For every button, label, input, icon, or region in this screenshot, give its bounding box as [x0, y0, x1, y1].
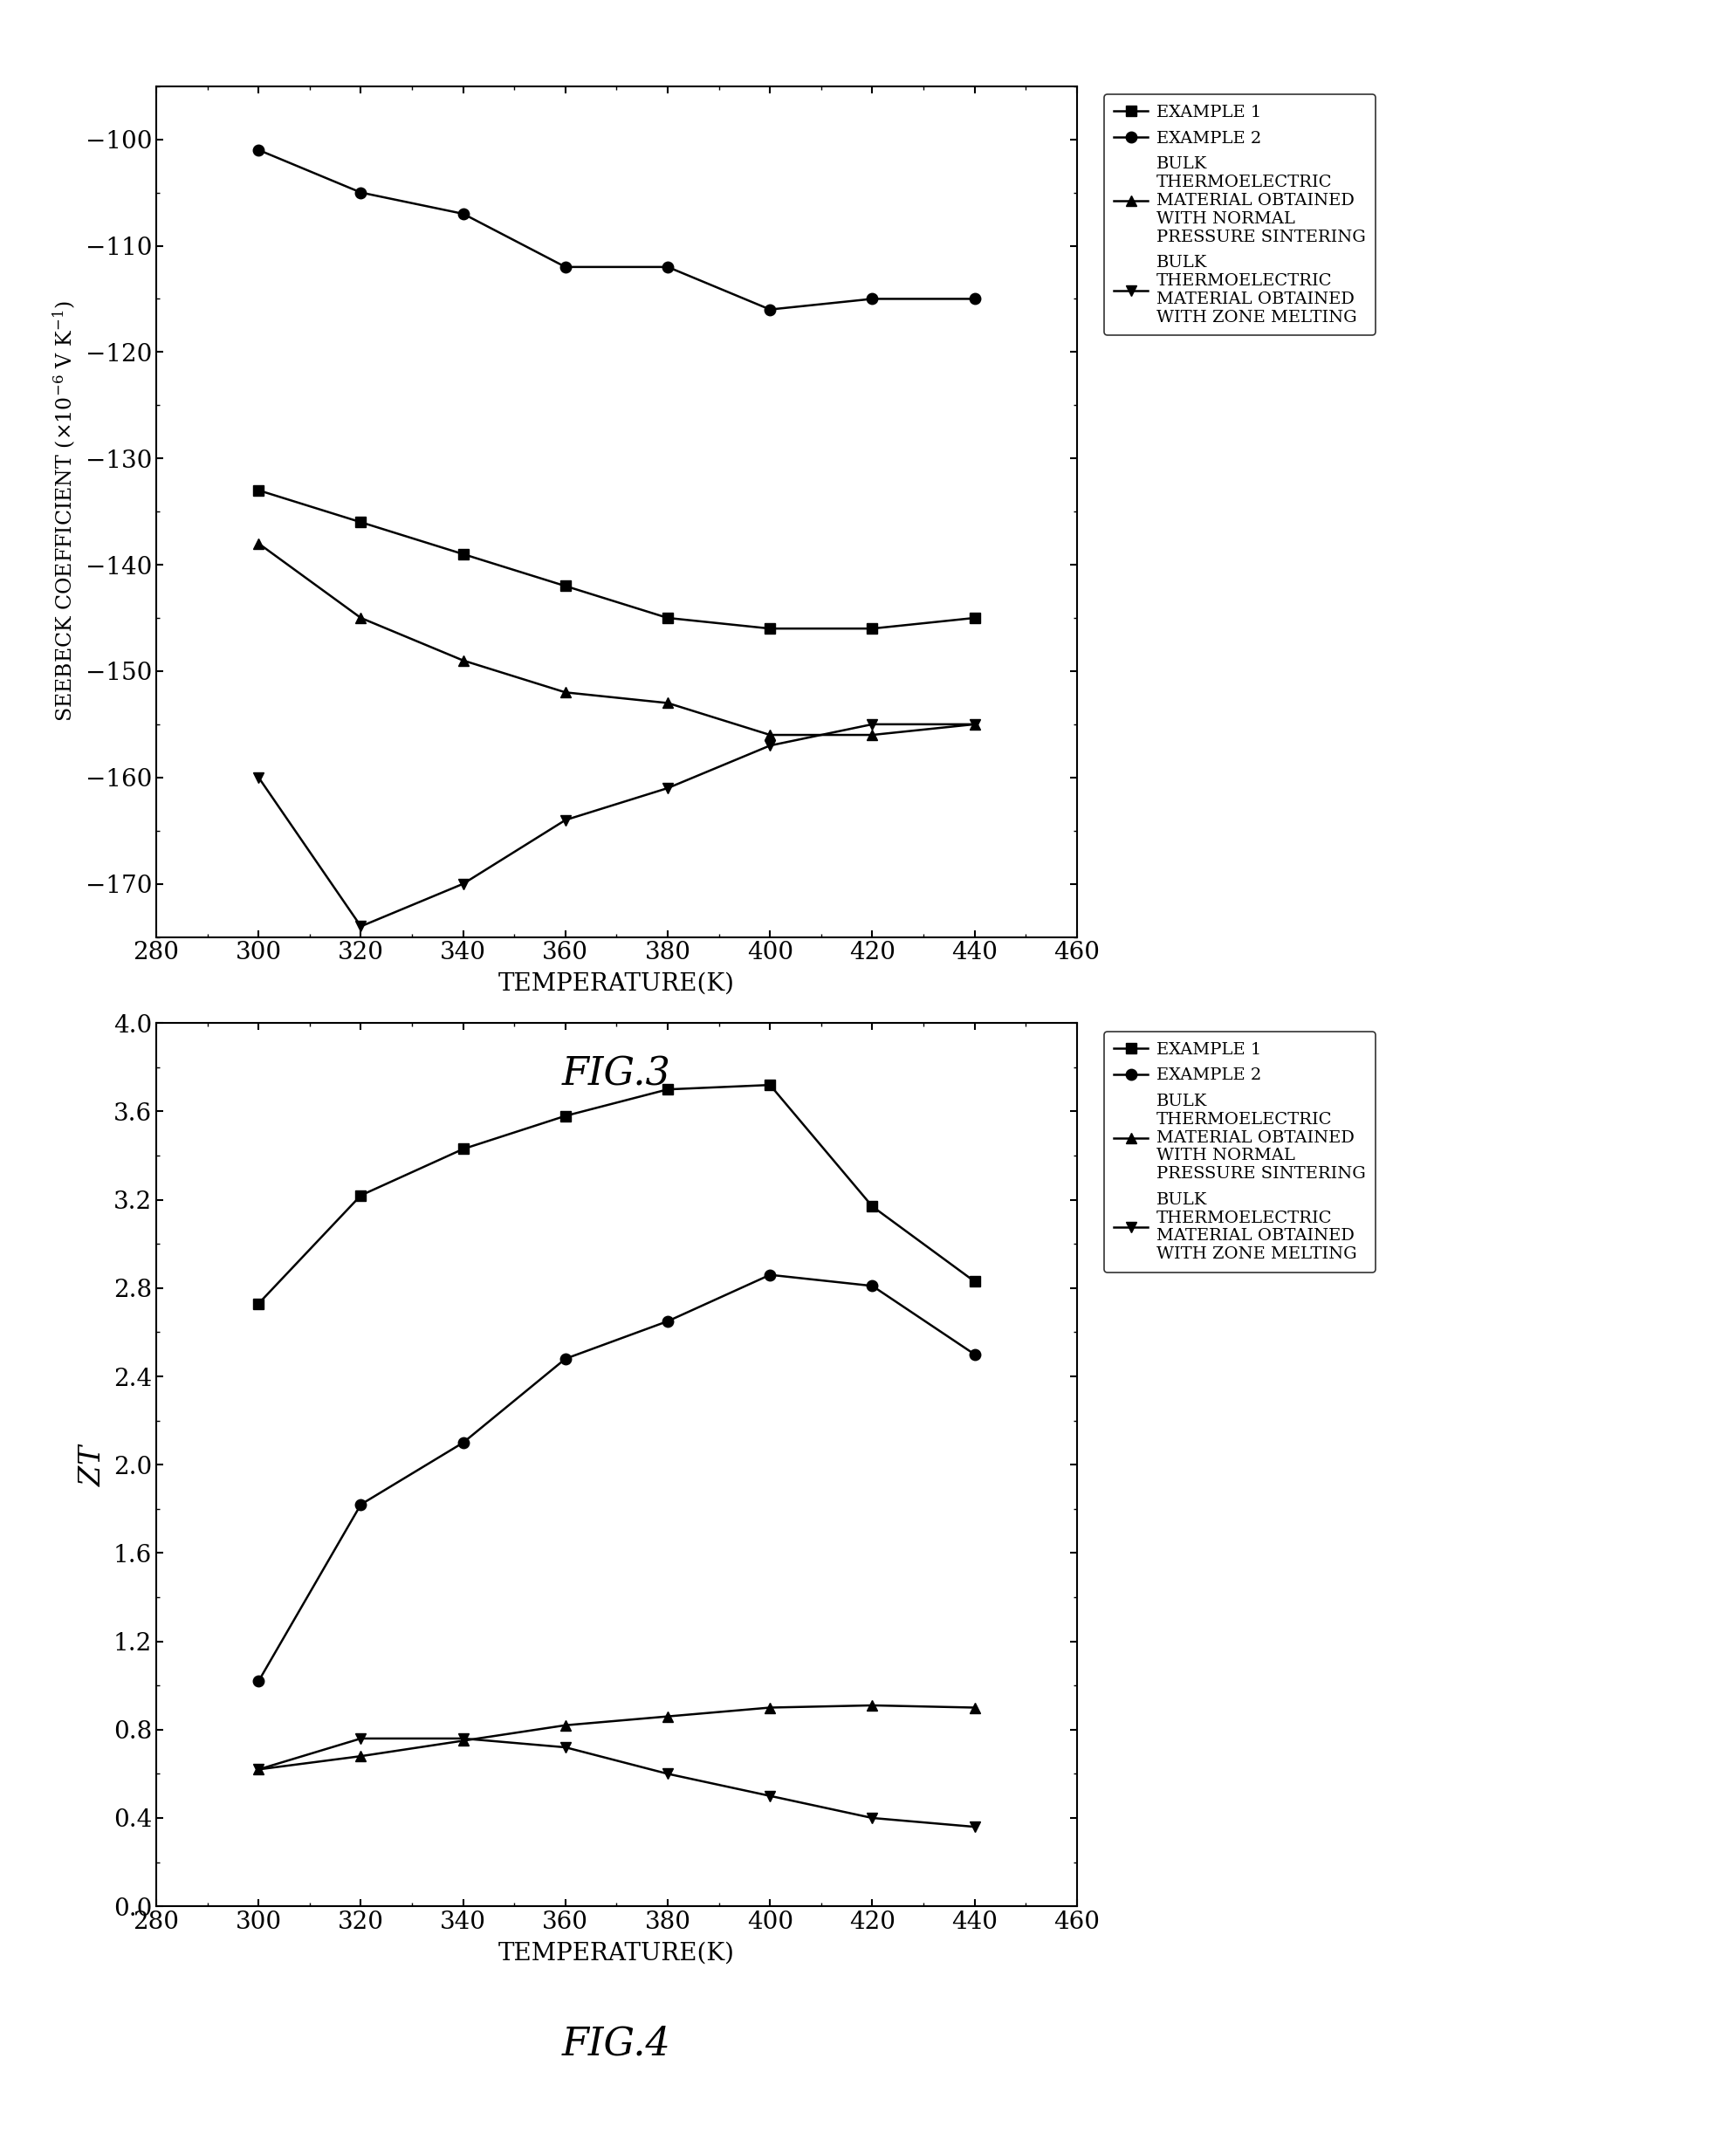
- Line: BULK
THERMOELECTRIC
MATERIAL OBTAINED
WITH ZONE MELTING: BULK THERMOELECTRIC MATERIAL OBTAINED WI…: [253, 719, 979, 933]
- EXAMPLE 1: [351, 1183, 372, 1208]
- BULK
THERMOELECTRIC
MATERIAL OBTAINED
WITH NORMAL
PRESSURE SINTERING: [248, 530, 269, 556]
- EXAMPLE 2: [453, 200, 474, 226]
- EXAMPLE 1: [963, 605, 984, 631]
- BULK
THERMOELECTRIC
MATERIAL OBTAINED
WITH ZONE MELTING: [248, 765, 269, 791]
- BULK
THERMOELECTRIC
MATERIAL OBTAINED
WITH ZONE MELTING: [963, 1814, 984, 1840]
- Line: EXAMPLE 1: EXAMPLE 1: [253, 485, 979, 633]
- BULK
THERMOELECTRIC
MATERIAL OBTAINED
WITH ZONE MELTING: [963, 711, 984, 737]
- BULK
THERMOELECTRIC
MATERIAL OBTAINED
WITH NORMAL
PRESSURE SINTERING: [453, 1728, 474, 1753]
- EXAMPLE 1: [248, 1290, 269, 1316]
- Line: EXAMPLE 2: EXAMPLE 2: [253, 1269, 979, 1687]
- EXAMPLE 2: [556, 1346, 576, 1372]
- Text: FIG.4: FIG.4: [562, 2025, 670, 2061]
- Text: FIG.3: FIG.3: [562, 1055, 670, 1092]
- EXAMPLE 2: [453, 1430, 474, 1456]
- EXAMPLE 2: [351, 179, 372, 205]
- BULK
THERMOELECTRIC
MATERIAL OBTAINED
WITH NORMAL
PRESSURE SINTERING: [556, 1712, 576, 1738]
- BULK
THERMOELECTRIC
MATERIAL OBTAINED
WITH ZONE MELTING: [861, 1805, 882, 1831]
- EXAMPLE 2: [351, 1491, 372, 1516]
- EXAMPLE 1: [656, 1077, 677, 1103]
- BULK
THERMOELECTRIC
MATERIAL OBTAINED
WITH ZONE MELTING: [453, 1725, 474, 1751]
- EXAMPLE 1: [963, 1269, 984, 1295]
- BULK
THERMOELECTRIC
MATERIAL OBTAINED
WITH ZONE MELTING: [861, 711, 882, 737]
- EXAMPLE 1: [453, 541, 474, 567]
- BULK
THERMOELECTRIC
MATERIAL OBTAINED
WITH ZONE MELTING: [351, 913, 372, 939]
- BULK
THERMOELECTRIC
MATERIAL OBTAINED
WITH NORMAL
PRESSURE SINTERING: [861, 1693, 882, 1719]
- X-axis label: TEMPERATURE(K): TEMPERATURE(K): [498, 971, 734, 995]
- BULK
THERMOELECTRIC
MATERIAL OBTAINED
WITH NORMAL
PRESSURE SINTERING: [248, 1756, 269, 1781]
- BULK
THERMOELECTRIC
MATERIAL OBTAINED
WITH NORMAL
PRESSURE SINTERING: [759, 722, 779, 747]
- Y-axis label: $ZT$: $ZT$: [78, 1443, 106, 1486]
- BULK
THERMOELECTRIC
MATERIAL OBTAINED
WITH NORMAL
PRESSURE SINTERING: [351, 605, 372, 631]
- EXAMPLE 2: [248, 138, 269, 164]
- EXAMPLE 2: [759, 297, 779, 323]
- BULK
THERMOELECTRIC
MATERIAL OBTAINED
WITH NORMAL
PRESSURE SINTERING: [656, 1704, 677, 1730]
- EXAMPLE 1: [453, 1135, 474, 1161]
- EXAMPLE 2: [861, 286, 882, 312]
- BULK
THERMOELECTRIC
MATERIAL OBTAINED
WITH NORMAL
PRESSURE SINTERING: [453, 648, 474, 674]
- Legend: EXAMPLE 1, EXAMPLE 2, BULK
THERMOELECTRIC
MATERIAL OBTAINED
WITH NORMAL
PRESSURE: EXAMPLE 1, EXAMPLE 2, BULK THERMOELECTRI…: [1102, 95, 1375, 336]
- BULK
THERMOELECTRIC
MATERIAL OBTAINED
WITH ZONE MELTING: [556, 808, 576, 834]
- EXAMPLE 1: [759, 1073, 779, 1099]
- Line: EXAMPLE 1: EXAMPLE 1: [253, 1079, 979, 1310]
- BULK
THERMOELECTRIC
MATERIAL OBTAINED
WITH NORMAL
PRESSURE SINTERING: [963, 1695, 984, 1721]
- BULK
THERMOELECTRIC
MATERIAL OBTAINED
WITH ZONE MELTING: [656, 1762, 677, 1788]
- EXAMPLE 2: [248, 1667, 269, 1693]
- BULK
THERMOELECTRIC
MATERIAL OBTAINED
WITH NORMAL
PRESSURE SINTERING: [556, 679, 576, 704]
- EXAMPLE 2: [556, 254, 576, 280]
- Line: BULK
THERMOELECTRIC
MATERIAL OBTAINED
WITH NORMAL
PRESSURE SINTERING: BULK THERMOELECTRIC MATERIAL OBTAINED WI…: [253, 1700, 979, 1775]
- BULK
THERMOELECTRIC
MATERIAL OBTAINED
WITH ZONE MELTING: [351, 1725, 372, 1751]
- EXAMPLE 1: [759, 616, 779, 642]
- BULK
THERMOELECTRIC
MATERIAL OBTAINED
WITH NORMAL
PRESSURE SINTERING: [351, 1743, 372, 1768]
- Line: BULK
THERMOELECTRIC
MATERIAL OBTAINED
WITH NORMAL
PRESSURE SINTERING: BULK THERMOELECTRIC MATERIAL OBTAINED WI…: [253, 538, 979, 741]
- EXAMPLE 2: [656, 1307, 677, 1333]
- BULK
THERMOELECTRIC
MATERIAL OBTAINED
WITH ZONE MELTING: [556, 1734, 576, 1760]
- Line: EXAMPLE 2: EXAMPLE 2: [253, 144, 979, 314]
- Legend: EXAMPLE 1, EXAMPLE 2, BULK
THERMOELECTRIC
MATERIAL OBTAINED
WITH NORMAL
PRESSURE: EXAMPLE 1, EXAMPLE 2, BULK THERMOELECTRI…: [1102, 1032, 1375, 1273]
- BULK
THERMOELECTRIC
MATERIAL OBTAINED
WITH ZONE MELTING: [656, 775, 677, 801]
- EXAMPLE 2: [861, 1273, 882, 1299]
- BULK
THERMOELECTRIC
MATERIAL OBTAINED
WITH NORMAL
PRESSURE SINTERING: [759, 1695, 779, 1721]
- Line: BULK
THERMOELECTRIC
MATERIAL OBTAINED
WITH ZONE MELTING: BULK THERMOELECTRIC MATERIAL OBTAINED WI…: [253, 1734, 979, 1833]
- BULK
THERMOELECTRIC
MATERIAL OBTAINED
WITH NORMAL
PRESSURE SINTERING: [963, 711, 984, 737]
- BULK
THERMOELECTRIC
MATERIAL OBTAINED
WITH NORMAL
PRESSURE SINTERING: [656, 689, 677, 715]
- EXAMPLE 1: [861, 616, 882, 642]
- BULK
THERMOELECTRIC
MATERIAL OBTAINED
WITH ZONE MELTING: [759, 732, 779, 758]
- BULK
THERMOELECTRIC
MATERIAL OBTAINED
WITH ZONE MELTING: [453, 870, 474, 896]
- X-axis label: TEMPERATURE(K): TEMPERATURE(K): [498, 1941, 734, 1964]
- BULK
THERMOELECTRIC
MATERIAL OBTAINED
WITH NORMAL
PRESSURE SINTERING: [861, 722, 882, 747]
- Y-axis label: SEEBECK COEFFICIENT ($\times$10$^{-6}$ V K$^{-1}$): SEEBECK COEFFICIENT ($\times$10$^{-6}$ V…: [52, 302, 78, 722]
- EXAMPLE 1: [351, 508, 372, 534]
- EXAMPLE 1: [556, 573, 576, 599]
- EXAMPLE 2: [656, 254, 677, 280]
- BULK
THERMOELECTRIC
MATERIAL OBTAINED
WITH ZONE MELTING: [248, 1756, 269, 1781]
- EXAMPLE 2: [963, 1342, 984, 1368]
- EXAMPLE 1: [556, 1103, 576, 1129]
- EXAMPLE 2: [963, 286, 984, 312]
- EXAMPLE 1: [248, 478, 269, 504]
- BULK
THERMOELECTRIC
MATERIAL OBTAINED
WITH ZONE MELTING: [759, 1784, 779, 1809]
- EXAMPLE 2: [759, 1262, 779, 1288]
- EXAMPLE 1: [656, 605, 677, 631]
- EXAMPLE 1: [861, 1193, 882, 1219]
